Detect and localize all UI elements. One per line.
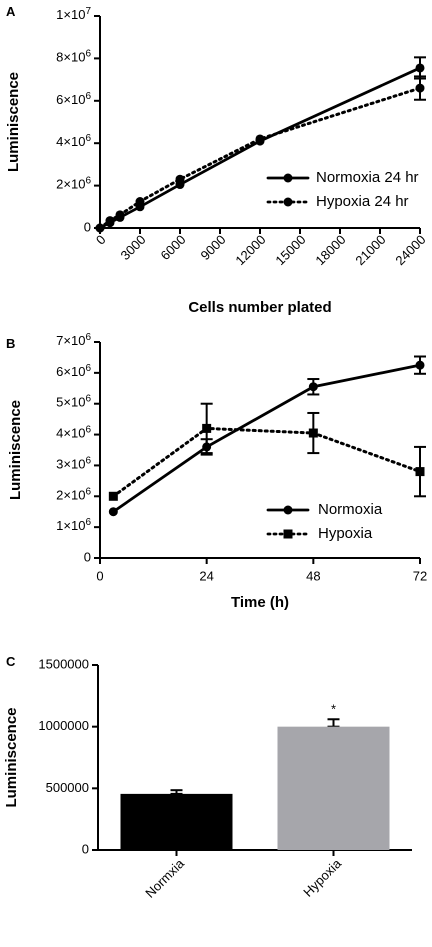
panel-a-legend-label: Hypoxia 24 hr [316, 193, 409, 210]
panel-b-x-tick-label: 0 [96, 568, 103, 583]
panel-a-legend-marker [283, 197, 293, 207]
panel-a-y-tick-label: 8×106 [56, 48, 91, 65]
panel-b-y-tick-label: 0 [84, 549, 91, 564]
panel-a-data-point [95, 223, 105, 233]
panel-a-y-tick-label: 1×107 [56, 6, 91, 23]
panel-a-y-tick-label: 2×106 [56, 175, 91, 192]
panel-a-x-tick-label: 3000 [117, 232, 148, 263]
panel-c-y-tick-label: 1500000 [38, 656, 89, 671]
panel-b-legend-label: Normoxia [318, 501, 383, 518]
panel-a-data-point [415, 83, 425, 93]
panel-a-data-point [135, 197, 145, 206]
panel-b-data-point [108, 491, 118, 501]
panel-c-y-title: Luminiscence [3, 707, 20, 807]
panel-c-y-tick-label: 1000000 [38, 718, 89, 733]
panel-c-x-tick-label: Normxia [142, 855, 187, 900]
panel-b-y-tick-label: 7×106 [56, 332, 91, 349]
panel-c-bar-hypoxia [277, 726, 390, 850]
panel-a-x-tick-label: 6000 [157, 232, 188, 263]
panel-a-x-tick-label: 21000 [352, 232, 388, 268]
panel-a-legend-marker [283, 173, 293, 183]
panel-a-y-title: Luminiscence [5, 72, 22, 172]
panel-a-x-tick-label: 15000 [272, 232, 308, 268]
panel-a-data-point [415, 63, 425, 73]
panel-b-series-line-1 [111, 363, 422, 514]
panel-a-data-point [175, 174, 185, 184]
panel-b-x-tick-label: 72 [413, 568, 427, 583]
panel-a-y-tick-label: 0 [84, 219, 91, 234]
panel-c-significance-marker: * [331, 701, 336, 716]
panel-a-x-title: Cells number plated [188, 299, 331, 316]
panel-b-y-tick-label: 6×106 [56, 362, 91, 379]
panel-b-data-point [108, 507, 118, 517]
panel-a-label: A [6, 4, 16, 19]
panel-a-data-point [105, 216, 115, 226]
panel-a-y-tick-label: 6×106 [56, 90, 91, 107]
panel-b-legend-marker [283, 529, 293, 539]
panel-a-x-tick-label: 24000 [392, 232, 428, 268]
panel-b-y-tick-label: 1×106 [56, 517, 91, 534]
panel-b-data-point [415, 467, 425, 477]
panel-a-data-point [115, 210, 125, 220]
panel-a-y-tick-label: 4×106 [56, 133, 91, 150]
panel-a-data-point [255, 134, 265, 144]
panel-c-x-tick-label: Hypoxia [300, 855, 344, 899]
panel-b-x-tick-label: 24 [199, 568, 213, 583]
panel-b-data-point [308, 428, 318, 438]
panel-b-y-title: Luminiscence [7, 400, 24, 500]
panel-b-data-point [308, 382, 318, 392]
panel-a-x-tick-label: 9000 [197, 232, 228, 263]
panel-c-bar-normxia [120, 793, 233, 850]
panel-b-x-title: Time (h) [231, 594, 289, 611]
panel-a-x-tick-label: 0 [93, 232, 109, 248]
panel-b-data-point [202, 423, 212, 433]
panel-b-legend-marker [283, 505, 293, 515]
panel-b-series-line-2 [111, 426, 422, 498]
panel-b-x-tick-label: 48 [306, 568, 320, 583]
panel-b-y-tick-label: 2×106 [56, 486, 91, 503]
panel-b-y-tick-label: 3×106 [56, 455, 91, 472]
panel-b-legend-label: Hypoxia [318, 525, 373, 542]
panel-b-label: B [6, 336, 15, 351]
panel-c-y-tick-label: 0 [82, 841, 89, 856]
panel-c-y-tick-label: 500000 [46, 780, 89, 795]
panel-a-legend-label: Normoxia 24 hr [316, 169, 419, 186]
panel-b-y-tick-label: 4×106 [56, 424, 91, 441]
panel-a-x-tick-label: 12000 [232, 232, 268, 268]
panel-a-x-tick-label: 18000 [312, 232, 348, 268]
panel-c-label: C [6, 654, 16, 669]
panel-b-y-tick-label: 5×106 [56, 393, 91, 410]
panel-b-data-point [415, 360, 425, 370]
